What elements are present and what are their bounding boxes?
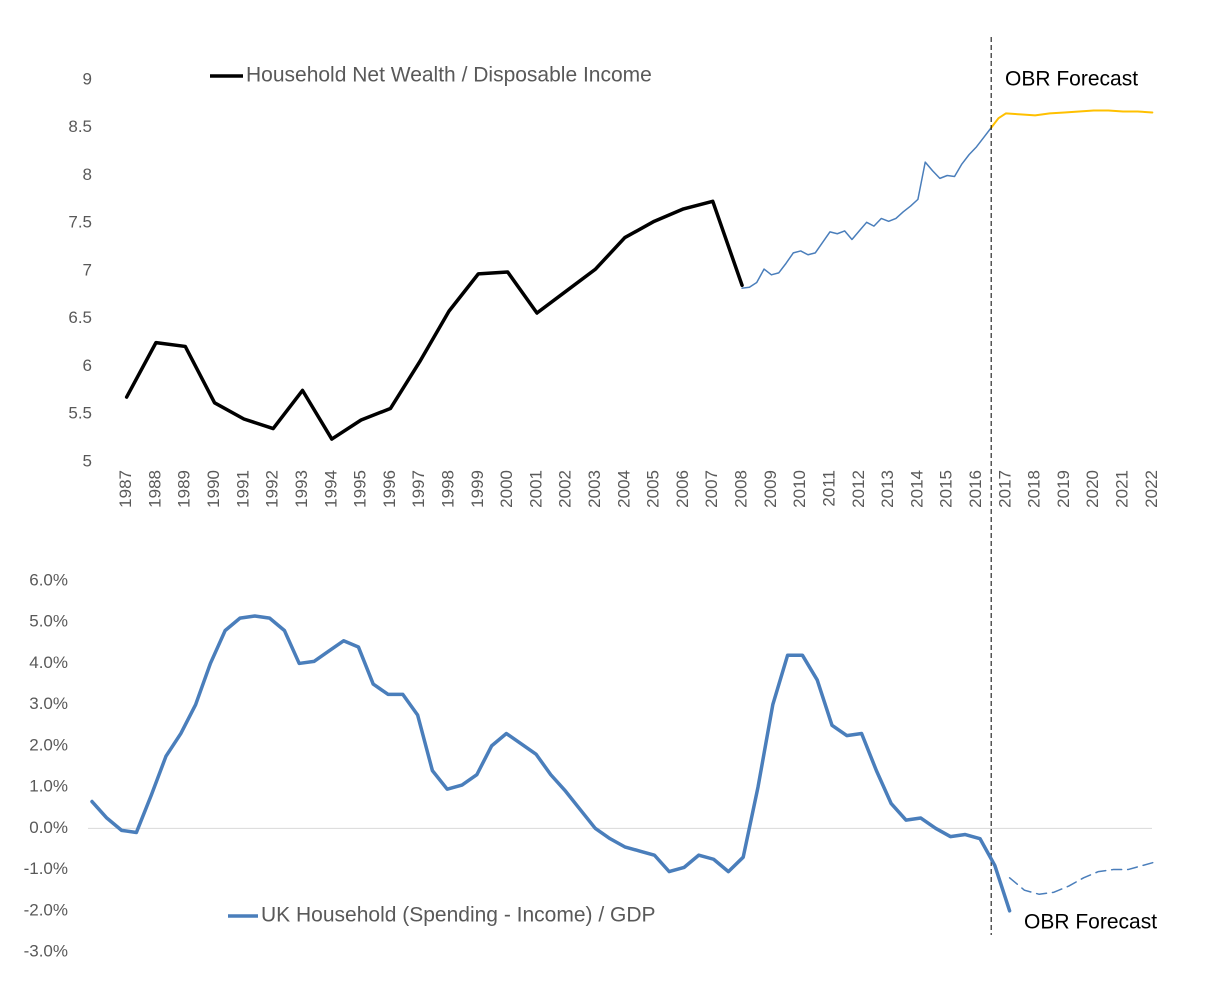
y-tick-label: 6.0% <box>29 570 68 589</box>
legend-label: UK Household (Spending - Income) / GDP <box>261 904 656 927</box>
y-tick-label: 1.0% <box>29 777 68 796</box>
x-tick-label: 2019 <box>1054 470 1073 508</box>
x-tick-label: 2006 <box>673 470 692 508</box>
x-tick-label: 2011 <box>819 470 838 507</box>
x-tick-label: 2001 <box>526 470 545 508</box>
y-tick-label: 5.0% <box>29 612 68 631</box>
data-line <box>90 614 1012 913</box>
x-tick-label: 2017 <box>995 470 1014 508</box>
annotation: OBR Forecast <box>1005 68 1138 91</box>
x-tick-label: 2013 <box>878 470 897 508</box>
x-tick-label: 2012 <box>849 470 868 508</box>
y-tick-label: 8.5 <box>68 117 92 136</box>
x-tick-label: 1989 <box>175 470 194 508</box>
annotation: OBR Forecast <box>1024 911 1157 934</box>
y-tick-label: 6.5 <box>68 308 92 327</box>
x-tick-label: 2004 <box>614 470 633 508</box>
y-tick-label: 3.0% <box>29 694 68 713</box>
x-tick-label: 1993 <box>292 470 311 508</box>
y-tick-label: -3.0% <box>24 941 68 960</box>
data-line <box>990 109 1154 129</box>
x-tick-label: 1988 <box>145 470 164 508</box>
x-tick-label: 2008 <box>732 470 751 508</box>
y-tick-label: 7 <box>83 260 92 279</box>
x-tick-label: 2002 <box>556 470 575 508</box>
x-tick-label: 2010 <box>790 470 809 508</box>
x-tick-label: 2007 <box>702 470 721 508</box>
x-tick-label: 2018 <box>1025 470 1044 508</box>
x-tick-label: 2016 <box>966 470 985 508</box>
x-tick-label: 1987 <box>116 470 135 508</box>
legend-label: Household Net Wealth / Disposable Income <box>246 64 652 87</box>
y-tick-label: 5.5 <box>68 404 92 423</box>
x-tick-label: 2000 <box>497 470 516 508</box>
x-tick-label: 2009 <box>761 470 780 508</box>
y-tick-label: 7.5 <box>68 213 92 232</box>
data-line <box>741 127 992 289</box>
y-tick-label: 5 <box>83 451 92 470</box>
y-tick-label: -1.0% <box>24 859 68 878</box>
x-tick-label: 2020 <box>1083 470 1102 508</box>
x-tick-label: 2021 <box>1113 470 1132 508</box>
x-tick-label: 2003 <box>585 470 604 508</box>
y-tick-label: 9 <box>83 69 92 88</box>
x-tick-label: 1997 <box>409 470 428 508</box>
data-line <box>1008 860 1159 896</box>
y-tick-label: 8 <box>83 165 92 184</box>
y-tick-label: 6 <box>83 356 92 375</box>
y-tick-label: 4.0% <box>29 653 68 672</box>
x-tick-label: 1996 <box>380 470 399 508</box>
x-tick-label: 1998 <box>438 470 457 508</box>
x-tick-label: 2005 <box>644 470 663 508</box>
y-tick-label: 2.0% <box>29 735 68 754</box>
x-tick-label: 1999 <box>468 470 487 508</box>
y-tick-label: 0.0% <box>29 818 68 837</box>
x-tick-label: 2022 <box>1142 470 1161 508</box>
x-tick-label: 1994 <box>321 470 340 508</box>
x-tick-label: 1995 <box>351 470 370 508</box>
x-tick-label: 1991 <box>233 470 252 508</box>
x-tick-label: 1992 <box>263 470 282 508</box>
x-tick-label: 1990 <box>204 470 223 508</box>
y-tick-label: -2.0% <box>24 900 68 919</box>
x-tick-label: 2015 <box>937 470 956 508</box>
data-line <box>124 199 744 441</box>
x-tick-label: 2014 <box>907 470 926 508</box>
